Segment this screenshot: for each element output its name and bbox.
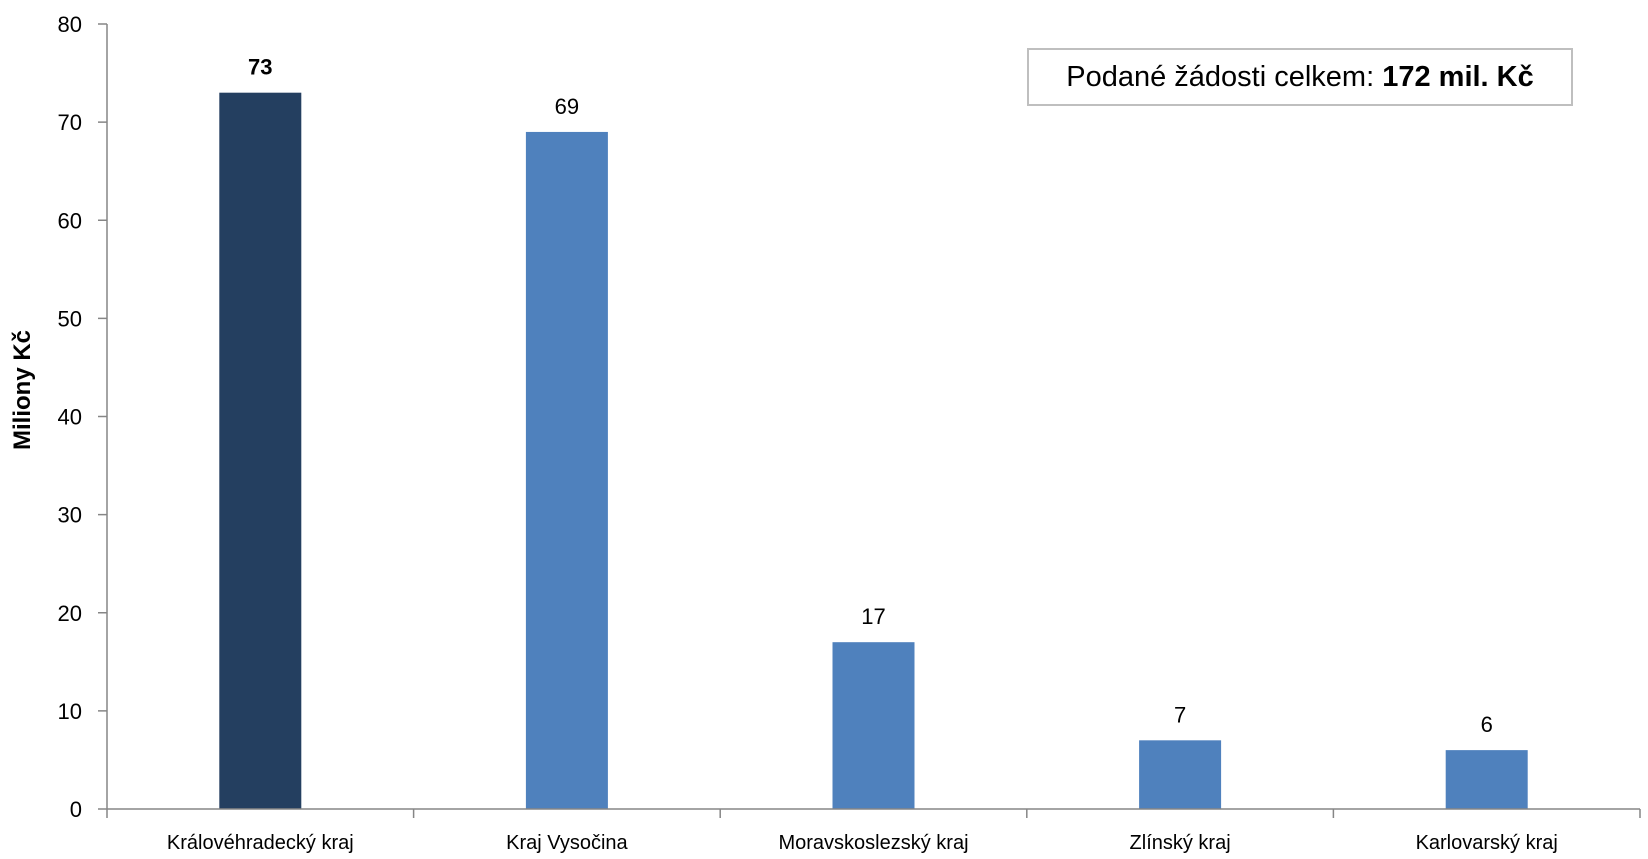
- y-tick-label: 50: [58, 306, 82, 331]
- total-annotation-value: 172 mil. Kč: [1382, 60, 1534, 93]
- bar-value-label: 7: [1174, 702, 1186, 727]
- y-axis-title-group: Miliony Kč: [9, 330, 36, 450]
- bar-value-label: 69: [555, 94, 579, 119]
- bar-value-label: 17: [861, 604, 885, 629]
- total-annotation-box: Podané žádosti celkem: 172 mil. Kč: [1027, 48, 1573, 106]
- y-axis-title: Miliony Kč: [9, 330, 36, 450]
- bar: [1445, 750, 1528, 809]
- x-category-label: Moravskoslezský kraj: [778, 832, 968, 854]
- y-tick-label: 40: [58, 405, 82, 430]
- x-category-label: Kraj Vysočina: [506, 832, 628, 854]
- x-category-label: Karlovarský kraj: [1416, 832, 1558, 854]
- bar: [1139, 740, 1222, 809]
- y-tick-label: 0: [70, 797, 82, 822]
- x-category-label: Královéhradecký kraj: [167, 832, 354, 854]
- bar: [525, 131, 608, 809]
- total-annotation-prefix: Podané žádosti celkem:: [1066, 60, 1383, 93]
- bar-value-label: 73: [248, 55, 272, 80]
- y-tick-label: 20: [58, 601, 82, 626]
- bar: [219, 92, 302, 809]
- x-axis-ticks: [106, 809, 1641, 818]
- y-tick-label: 80: [58, 12, 82, 37]
- y-tick-label: 10: [58, 699, 82, 724]
- bar-series: [219, 92, 1528, 809]
- y-tick-label: 70: [58, 110, 82, 135]
- y-tick-label: 60: [58, 208, 82, 233]
- category-labels: Královéhradecký kraj Kraj Vysočina Moravsk…: [167, 832, 1558, 854]
- bar: [832, 642, 915, 809]
- bar-value-label: 6: [1481, 712, 1493, 737]
- y-tick-label: 30: [58, 503, 82, 528]
- x-category-label: Zlínský kraj: [1130, 832, 1231, 854]
- y-axis-ticks: 0 10 20 30 40 50 60 70 80: [58, 12, 107, 822]
- value-labels: 73 69 17 7 6: [248, 55, 1493, 737]
